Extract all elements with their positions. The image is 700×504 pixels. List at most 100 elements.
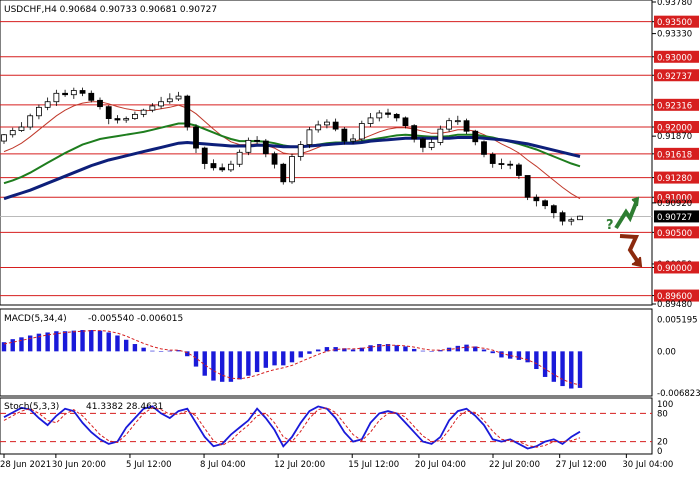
time-tick-label: 27 Jul 12:00 [556, 460, 607, 470]
candle-body [376, 112, 383, 119]
price-panel-frame [0, 0, 653, 306]
candle-body [97, 99, 103, 108]
macd-tick-label: 0.00 [657, 347, 676, 357]
price-panel: ? [0, 21, 652, 297]
macd-bar [420, 350, 426, 352]
candle-body [350, 138, 356, 142]
candle-body [446, 120, 452, 130]
axes: 0.93780 0.93500 0.93330 0.93000 0.92737 0.923… [0, 0, 700, 470]
macd-bar [219, 351, 225, 382]
macd-bar [272, 351, 277, 366]
current-price-box [654, 210, 699, 223]
candle-body [166, 98, 173, 103]
candle-body [332, 121, 339, 130]
macd-bar [45, 332, 50, 352]
level-label: 0.89600 [657, 292, 692, 302]
price-tick-label: 0.89480 [657, 300, 692, 310]
candle-body [280, 163, 287, 183]
stoch-line [3, 405, 581, 450]
stoch-tick-label: 0 [657, 447, 662, 457]
candle-body [524, 175, 531, 198]
time-tick-label: 15 Jul 12:00 [348, 460, 399, 470]
stoch-tick-label: 20 [657, 438, 668, 448]
level-label-box [654, 261, 699, 274]
price-tick-label: 0.93780 [657, 0, 692, 8]
candle-body [79, 90, 86, 94]
macd-bar [411, 348, 417, 352]
macd-bar [315, 349, 321, 352]
macd-bar [368, 345, 373, 352]
macd-bar [560, 351, 565, 387]
up-arrow-head [631, 196, 640, 207]
macd-bar [115, 335, 120, 352]
candle-body [27, 115, 34, 128]
candle-body [289, 156, 295, 183]
macd-bar [27, 335, 33, 352]
macd-tick-label: -0.006823 [657, 389, 700, 399]
level-label-box [654, 226, 699, 239]
macd-bar [473, 346, 478, 352]
macd-bar [429, 351, 434, 352]
macd-bar [464, 344, 469, 352]
macd-bar [534, 351, 539, 370]
down-arrow-head [631, 256, 643, 268]
time-tick-label: 12 Jul 20:00 [274, 460, 325, 470]
level-label: 0.93500 [657, 18, 692, 28]
candle-body [210, 163, 217, 169]
macd-bar [62, 331, 68, 352]
macd-bar [106, 332, 111, 352]
candle-body [489, 154, 496, 164]
macd-bar [350, 349, 356, 352]
level-label-box [654, 289, 699, 302]
macd-bar [481, 349, 487, 352]
down-arrow [619, 234, 640, 264]
candle-body [271, 153, 278, 165]
time-tick-label: 22 Jul 20:00 [489, 460, 540, 470]
level-label-box [654, 98, 699, 111]
stoch-label: Stoch(5,3,3) [4, 402, 59, 412]
macd-bar [36, 333, 42, 352]
candle-body [105, 106, 112, 119]
candle-body [306, 129, 313, 145]
candle-body [498, 163, 505, 165]
macd-bar [516, 351, 522, 360]
level-label-box [654, 171, 699, 184]
macd-bar [1, 342, 7, 352]
candle-body [542, 200, 548, 207]
macd-bar [254, 351, 260, 373]
macd-bar [298, 351, 303, 358]
candle-body [550, 205, 557, 214]
current-price-label: 0.90727 [657, 213, 692, 223]
candle-body [219, 167, 226, 171]
macd-bar [333, 347, 338, 352]
macd-bar [499, 351, 504, 358]
macd-header-values: -0.005540 -0.006015 [88, 314, 183, 324]
macd-bar [167, 350, 173, 352]
level-label-box [654, 121, 699, 134]
level-label: 0.90000 [657, 264, 692, 274]
candle-body [132, 113, 138, 119]
candle-body [437, 128, 444, 143]
macd-bar [307, 351, 312, 354]
macd-tick-label: 0.005195 [657, 316, 698, 326]
up-arrow [614, 202, 638, 230]
macd-bar [132, 344, 138, 352]
price-tick-label: 0.90920 [657, 199, 692, 209]
macd-signal-line [3, 330, 581, 386]
macd-bar [542, 351, 548, 377]
candle-body [454, 120, 461, 123]
stoch-tick-label: 100 [657, 400, 673, 410]
candle-body [149, 105, 156, 111]
macd-bar [281, 351, 286, 366]
macd-bar [551, 351, 557, 382]
time-tick-label: 30 Jun 20:00 [52, 460, 106, 470]
candle-body [254, 139, 260, 142]
macd-bar [97, 330, 103, 352]
candle-body [193, 126, 199, 149]
macd-bar [377, 344, 382, 352]
level-label-box [654, 50, 699, 63]
candle-body [533, 196, 540, 202]
candle-body [393, 113, 400, 119]
stoch-header-values: 41.3382 28.4631 [86, 402, 163, 412]
